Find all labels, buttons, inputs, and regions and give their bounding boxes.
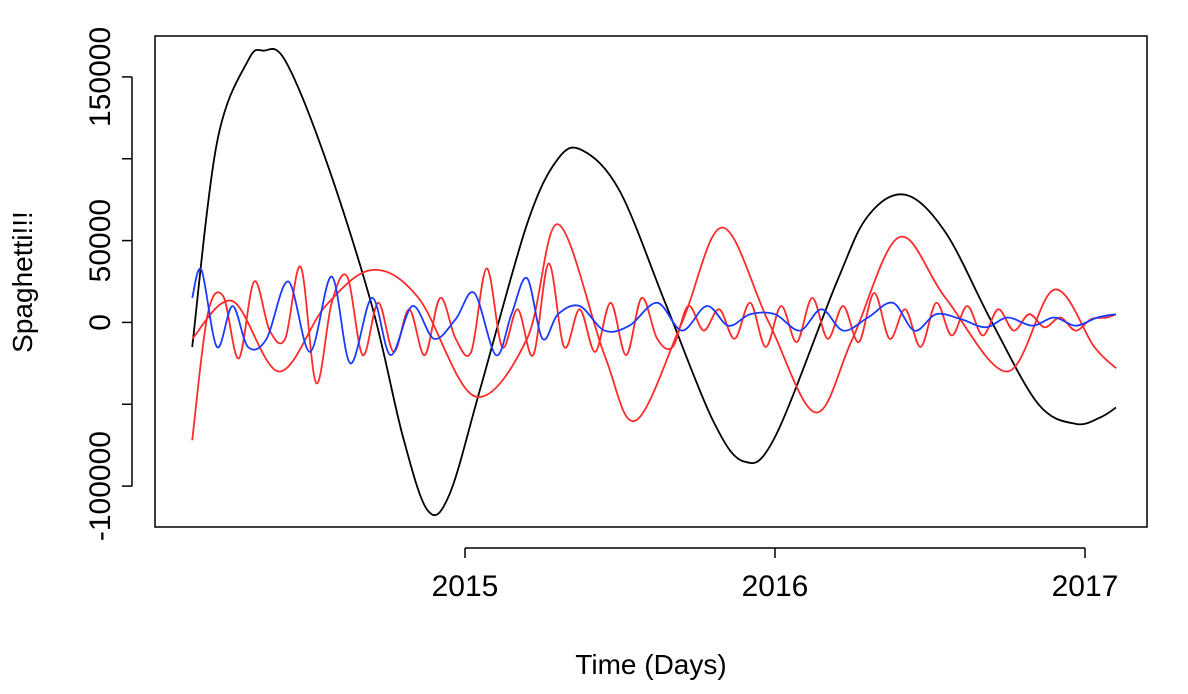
x-axis: 2015 2016 2017	[432, 547, 1119, 603]
y-tick-label: 150000	[84, 27, 117, 127]
y-tick-label: -100000	[84, 431, 117, 541]
series-line-1	[191, 47, 1117, 516]
x-axis-label: Time (Days)	[575, 649, 726, 680]
x-tick-label: 2017	[1052, 570, 1119, 603]
x-tick-label: 2016	[742, 570, 809, 603]
y-tick-label: 50000	[84, 199, 117, 282]
y-axis: -100000 0 50000 150000	[84, 27, 133, 541]
series-line-2	[191, 223, 1117, 422]
series-line-4	[191, 267, 1117, 365]
series-layer	[191, 47, 1117, 516]
series-line-3	[191, 262, 1117, 441]
y-tick-label: 0	[84, 314, 117, 331]
y-axis-label: Spaghetti!!!	[7, 211, 38, 353]
plot-frame	[154, 35, 1148, 528]
x-tick-label: 2015	[432, 570, 499, 603]
